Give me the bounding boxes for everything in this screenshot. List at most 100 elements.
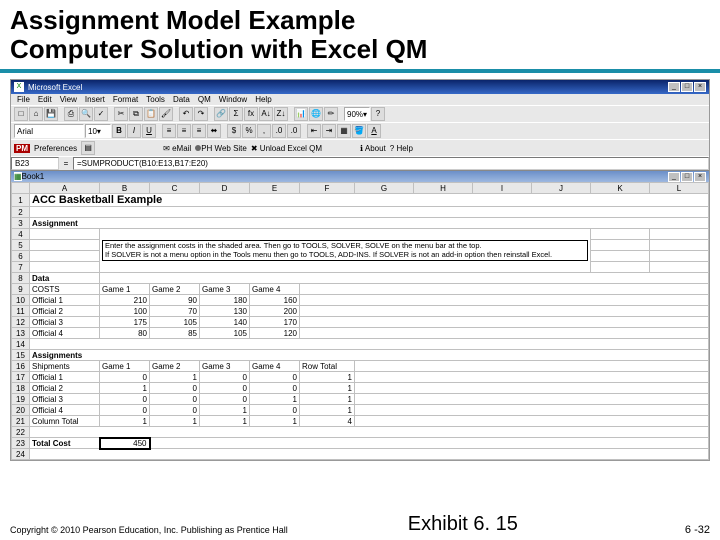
- worksheet[interactable]: A B C D E F G H I J K L 1ACC Basketball …: [11, 182, 709, 460]
- cell-b23[interactable]: 450: [100, 438, 150, 449]
- cell[interactable]: Game 2: [150, 284, 200, 295]
- cell[interactable]: 90: [150, 295, 200, 306]
- menu-tools[interactable]: Tools: [146, 95, 165, 104]
- grid[interactable]: A B C D E F G H I J K L 1ACC Basketball …: [11, 182, 709, 460]
- row-hdr[interactable]: 10: [12, 295, 30, 306]
- formula-input[interactable]: =SUMPRODUCT(B10:E13,B17:E20): [73, 157, 709, 170]
- cell[interactable]: 210: [100, 295, 150, 306]
- cell[interactable]: [30, 262, 100, 273]
- cell[interactable]: 0: [200, 383, 250, 394]
- cell[interactable]: 85: [150, 328, 200, 339]
- open-icon[interactable]: ⌂: [29, 107, 43, 121]
- bold-icon[interactable]: B: [112, 124, 126, 138]
- align-center-icon[interactable]: ≡: [177, 124, 191, 138]
- name-box[interactable]: B23: [11, 157, 59, 170]
- cell[interactable]: 1: [300, 383, 355, 394]
- redo-icon[interactable]: ↷: [194, 107, 208, 121]
- cell[interactable]: 1: [250, 394, 300, 405]
- cell[interactable]: Official 1: [30, 295, 100, 306]
- merge-icon[interactable]: ⬌: [207, 124, 221, 138]
- cell[interactable]: 0: [100, 394, 150, 405]
- cell-a1[interactable]: ACC Basketball Example: [30, 194, 709, 207]
- zoom-combo[interactable]: 90% ▾: [344, 107, 370, 121]
- chart-icon[interactable]: 📊: [294, 107, 308, 121]
- cell[interactable]: 80: [100, 328, 150, 339]
- row-hdr[interactable]: 11: [12, 306, 30, 317]
- row-hdr[interactable]: 3: [12, 218, 30, 229]
- print-icon[interactable]: ⎙: [64, 107, 78, 121]
- cell[interactable]: Official 4: [30, 405, 100, 416]
- wb-minimize-button[interactable]: _: [668, 172, 680, 182]
- underline-icon[interactable]: U: [142, 124, 156, 138]
- inc-indent-icon[interactable]: ⇥: [322, 124, 336, 138]
- maximize-button[interactable]: □: [681, 82, 693, 92]
- row-hdr[interactable]: 12: [12, 317, 30, 328]
- row-hdr[interactable]: 4: [12, 229, 30, 240]
- cell[interactable]: Game 2: [150, 361, 200, 372]
- cell[interactable]: Shipments: [30, 361, 100, 372]
- dec-indent-icon[interactable]: ⇤: [307, 124, 321, 138]
- cell[interactable]: Game 4: [250, 361, 300, 372]
- cell-a3[interactable]: Assignment: [30, 218, 709, 229]
- cell[interactable]: Game 4: [250, 284, 300, 295]
- menu-window[interactable]: Window: [219, 95, 247, 104]
- email-button[interactable]: ✉ eMail: [163, 144, 191, 153]
- copy-icon[interactable]: ⧉: [129, 107, 143, 121]
- cell[interactable]: Official 3: [30, 394, 100, 405]
- cell[interactable]: 0: [250, 405, 300, 416]
- menu-file[interactable]: File: [17, 95, 30, 104]
- save-icon[interactable]: 💾: [44, 107, 58, 121]
- cell[interactable]: 0: [200, 372, 250, 383]
- cell-a8[interactable]: Data: [30, 273, 100, 284]
- cell[interactable]: 0: [150, 383, 200, 394]
- col-hdr[interactable]: H: [414, 183, 473, 194]
- cell[interactable]: 1: [300, 394, 355, 405]
- cell[interactable]: 105: [200, 328, 250, 339]
- row-hdr[interactable]: 7: [12, 262, 30, 273]
- percent-icon[interactable]: %: [242, 124, 256, 138]
- format-painter-icon[interactable]: 🖌: [159, 107, 173, 121]
- cell[interactable]: Official 2: [30, 306, 100, 317]
- cell[interactable]: [30, 207, 709, 218]
- cell[interactable]: 1: [150, 372, 200, 383]
- preferences-button[interactable]: Preferences: [34, 144, 77, 153]
- cell[interactable]: Column Total: [30, 416, 100, 427]
- col-hdr[interactable]: I: [473, 183, 532, 194]
- cell[interactable]: Official 4: [30, 328, 100, 339]
- cell-a15[interactable]: Assignments: [30, 350, 709, 361]
- cell[interactable]: 100: [100, 306, 150, 317]
- row-hdr[interactable]: 1: [12, 194, 30, 207]
- menu-qm[interactable]: QM: [198, 95, 211, 104]
- size-combo[interactable]: 10 ▾: [85, 124, 111, 138]
- row-hdr[interactable]: 9: [12, 284, 30, 295]
- align-left-icon[interactable]: ≡: [162, 124, 176, 138]
- cell[interactable]: 1: [150, 416, 200, 427]
- row-hdr[interactable]: 15: [12, 350, 30, 361]
- row-hdr[interactable]: 16: [12, 361, 30, 372]
- cell[interactable]: Official 2: [30, 383, 100, 394]
- cell[interactable]: COSTS: [30, 284, 100, 295]
- cell[interactable]: 1: [250, 416, 300, 427]
- wb-close-button[interactable]: ×: [694, 172, 706, 182]
- fx-icon[interactable]: fx: [244, 107, 258, 121]
- col-hdr[interactable]: A: [30, 183, 100, 194]
- menu-view[interactable]: View: [60, 95, 77, 104]
- map-icon[interactable]: 🌐: [309, 107, 323, 121]
- cell[interactable]: 120: [250, 328, 300, 339]
- cell[interactable]: 105: [150, 317, 200, 328]
- menu-help[interactable]: Help: [255, 95, 271, 104]
- col-hdr[interactable]: F: [300, 183, 355, 194]
- col-hdr[interactable]: C: [150, 183, 200, 194]
- cell[interactable]: 0: [200, 394, 250, 405]
- cell[interactable]: Game 1: [100, 284, 150, 295]
- help-icon[interactable]: ?: [371, 107, 385, 121]
- undo-icon[interactable]: ↶: [179, 107, 193, 121]
- help-button[interactable]: ? Help: [390, 144, 413, 153]
- cell[interactable]: Game 1: [100, 361, 150, 372]
- dec-decimal-icon[interactable]: .0: [287, 124, 301, 138]
- menu-edit[interactable]: Edit: [38, 95, 52, 104]
- minimize-button[interactable]: _: [668, 82, 680, 92]
- cut-icon[interactable]: ✂: [114, 107, 128, 121]
- about-button[interactable]: ℹ About: [360, 144, 386, 153]
- cell[interactable]: [30, 229, 100, 240]
